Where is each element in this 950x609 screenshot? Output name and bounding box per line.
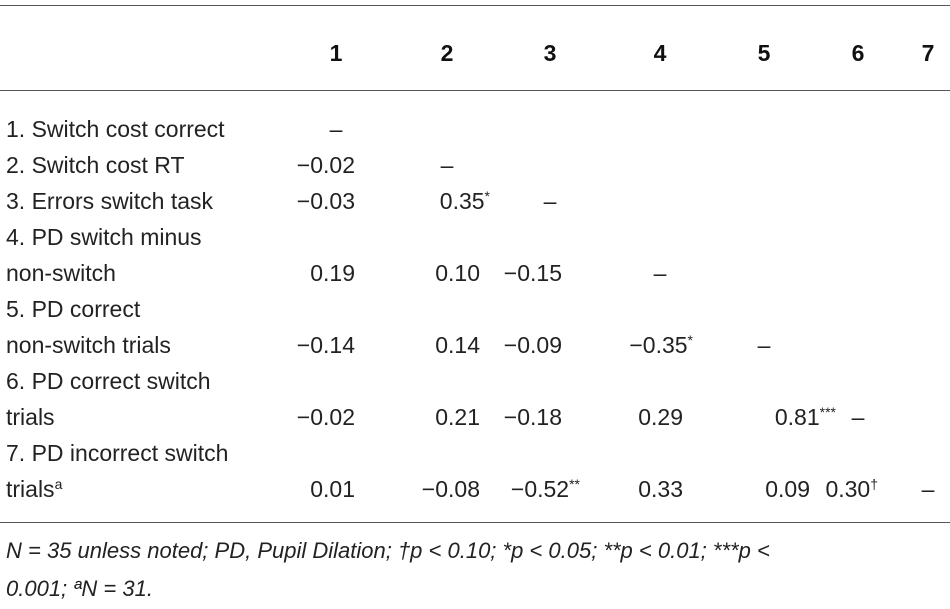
cell-r2-c2: – <box>440 152 454 178</box>
row-label-4-line-1: 4. PD switch minus <box>6 224 202 250</box>
row-label-superscript: a <box>54 476 63 492</box>
cell-r6-c5: 0.81*** <box>774 404 836 430</box>
cell-r6-c6: – <box>851 404 865 430</box>
cell-r3-c3: – <box>543 188 557 214</box>
cell-r5-c3: −0.09 <box>503 332 562 358</box>
cell-r6-c2: 0.21 <box>435 404 480 430</box>
significance-marker: *** <box>819 404 836 420</box>
cell-r4-c4: – <box>653 260 667 286</box>
cell-r5-c4: −0.35* <box>629 332 693 358</box>
row-label-5-line-1: 5. PD correct <box>6 296 141 322</box>
table-footnote-line1: N = 35 unless noted; PD, Pupil Dilation;… <box>6 538 770 563</box>
cell-r7-c2: −0.08 <box>421 476 480 502</box>
cell-r3-c1: −0.03 <box>296 188 355 214</box>
cell-r7-c4: 0.33 <box>638 476 683 502</box>
cell-r4-c1: 0.19 <box>310 260 355 286</box>
row-label-3-line-1: 3. Errors switch task <box>6 188 214 214</box>
row-label-6-line-2: trials <box>6 404 55 430</box>
row-label-6-line-1: 6. PD correct switch <box>6 368 211 394</box>
bottom-rule <box>0 522 950 523</box>
cell-r7-c5: 0.09 <box>765 476 810 502</box>
column-header-6: 6 <box>851 40 865 66</box>
cell-r2-c1: −0.02 <box>296 152 355 178</box>
row-label-5-line-2: non-switch trials <box>6 332 171 358</box>
cell-r5-c2: 0.14 <box>435 332 480 358</box>
cell-r5-c1: −0.14 <box>296 332 355 358</box>
cell-r7-c3: −0.52** <box>510 476 580 502</box>
cell-r4-c2: 0.10 <box>435 260 480 286</box>
significance-marker: † <box>870 476 878 492</box>
cell-r3-c2: 0.35* <box>439 188 490 214</box>
row-label-4-line-2: non-switch <box>6 260 116 286</box>
top-rule <box>0 5 950 6</box>
cell-r4-c3: −0.15 <box>503 260 562 286</box>
table-footnote-line2: 0.001; ªN = 31. <box>6 576 153 601</box>
significance-marker: * <box>687 332 693 348</box>
cell-r7-c1: 0.01 <box>310 476 355 502</box>
significance-marker: * <box>484 188 490 204</box>
cell-r6-c1: −0.02 <box>296 404 355 430</box>
significance-marker: ** <box>569 476 580 492</box>
cell-r6-c3: −0.18 <box>503 404 562 430</box>
column-header-2: 2 <box>440 40 454 66</box>
cell-r1-c1: – <box>329 116 343 142</box>
column-header-7: 7 <box>921 40 935 66</box>
column-header-3: 3 <box>543 40 557 66</box>
row-label-2-line-1: 2. Switch cost RT <box>6 152 185 178</box>
cell-r5-c5: – <box>757 332 771 358</box>
column-header-5: 5 <box>757 40 771 66</box>
header-rule <box>0 90 950 91</box>
cell-r6-c4: 0.29 <box>638 404 683 430</box>
row-label-7-line-1: 7. PD incorrect switch <box>6 440 229 466</box>
column-header-4: 4 <box>653 40 667 66</box>
row-label-1-line-1: 1. Switch cost correct <box>6 116 225 142</box>
row-label-7-line-2: trialsa <box>6 476 63 502</box>
cell-r7-c6: 0.30† <box>825 476 878 502</box>
cell-r7-c7: – <box>921 476 935 502</box>
column-header-1: 1 <box>329 40 343 66</box>
